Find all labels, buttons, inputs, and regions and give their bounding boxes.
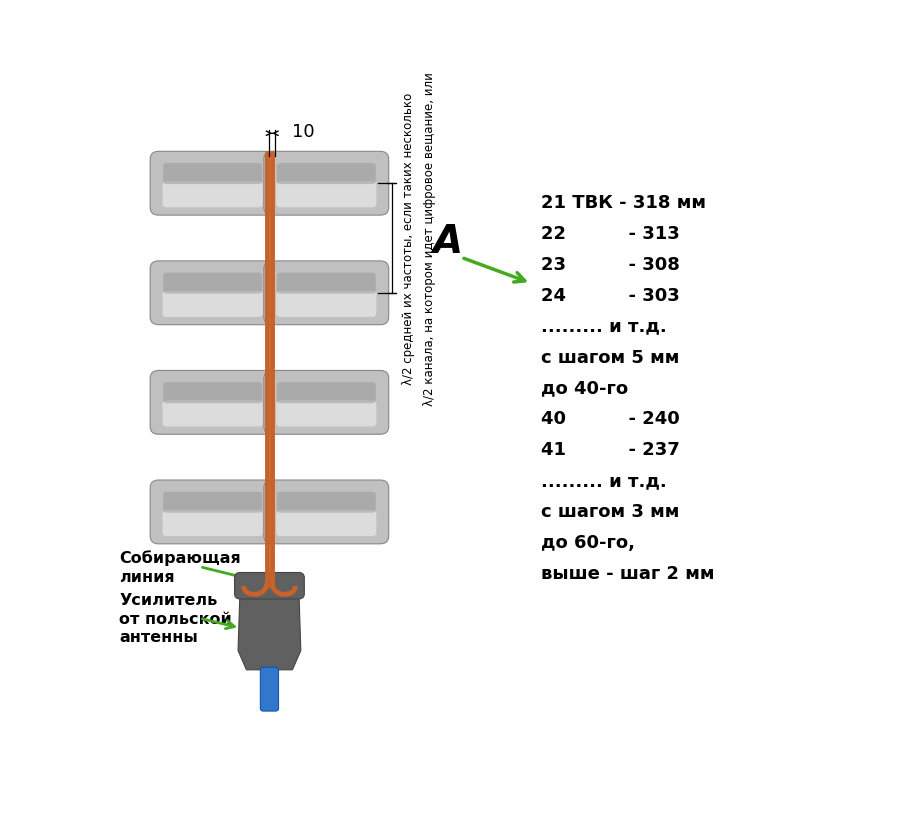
FancyBboxPatch shape <box>276 510 376 537</box>
FancyBboxPatch shape <box>276 401 376 427</box>
FancyBboxPatch shape <box>163 383 262 404</box>
FancyBboxPatch shape <box>264 152 389 216</box>
Text: λ/2 средней их частоты, если таких несколько: λ/2 средней их частоты, если таких неско… <box>402 93 416 385</box>
Text: Собирающая
линия: Собирающая линия <box>120 550 241 584</box>
Polygon shape <box>238 586 301 670</box>
Text: до 60-го,: до 60-го, <box>542 533 635 552</box>
FancyBboxPatch shape <box>277 164 375 185</box>
Text: до 40-го: до 40-го <box>542 379 628 397</box>
FancyBboxPatch shape <box>277 492 375 513</box>
Text: 40          - 240: 40 - 240 <box>542 410 680 428</box>
FancyBboxPatch shape <box>276 182 376 208</box>
FancyBboxPatch shape <box>163 401 263 427</box>
Text: с шагом 5 мм: с шагом 5 мм <box>542 348 680 366</box>
FancyBboxPatch shape <box>163 492 262 513</box>
Text: 41          - 237: 41 - 237 <box>542 441 680 459</box>
FancyBboxPatch shape <box>163 273 262 294</box>
Text: 22          - 313: 22 - 313 <box>542 225 680 242</box>
FancyBboxPatch shape <box>277 383 375 404</box>
Text: λ/2 канала, на котором идет цифровое вещание, или: λ/2 канала, на котором идет цифровое вещ… <box>423 72 436 405</box>
Text: 24          - 303: 24 - 303 <box>542 287 680 304</box>
FancyBboxPatch shape <box>150 481 275 544</box>
FancyBboxPatch shape <box>150 371 275 435</box>
Text: с шагом 3 мм: с шагом 3 мм <box>542 502 680 521</box>
FancyBboxPatch shape <box>264 262 389 325</box>
Text: 10: 10 <box>292 123 315 141</box>
Text: A: A <box>432 223 463 261</box>
Text: ......... и т.д.: ......... и т.д. <box>542 317 667 335</box>
FancyBboxPatch shape <box>276 292 376 318</box>
FancyBboxPatch shape <box>277 273 375 294</box>
FancyBboxPatch shape <box>264 371 389 435</box>
Text: 23          - 308: 23 - 308 <box>542 256 680 273</box>
FancyBboxPatch shape <box>150 152 275 216</box>
Text: выше - шаг 2 мм: выше - шаг 2 мм <box>542 564 715 583</box>
FancyBboxPatch shape <box>163 182 263 208</box>
FancyBboxPatch shape <box>163 292 263 318</box>
FancyBboxPatch shape <box>264 481 389 544</box>
Text: Усилитель
от польской
антенны: Усилитель от польской антенны <box>120 593 232 645</box>
FancyBboxPatch shape <box>163 164 262 185</box>
FancyBboxPatch shape <box>235 573 304 599</box>
Text: ......... и т.д.: ......... и т.д. <box>542 472 667 490</box>
FancyBboxPatch shape <box>260 667 278 711</box>
Text: 21 ТВК - 318 мм: 21 ТВК - 318 мм <box>542 194 706 212</box>
FancyBboxPatch shape <box>163 510 263 537</box>
FancyBboxPatch shape <box>150 262 275 325</box>
